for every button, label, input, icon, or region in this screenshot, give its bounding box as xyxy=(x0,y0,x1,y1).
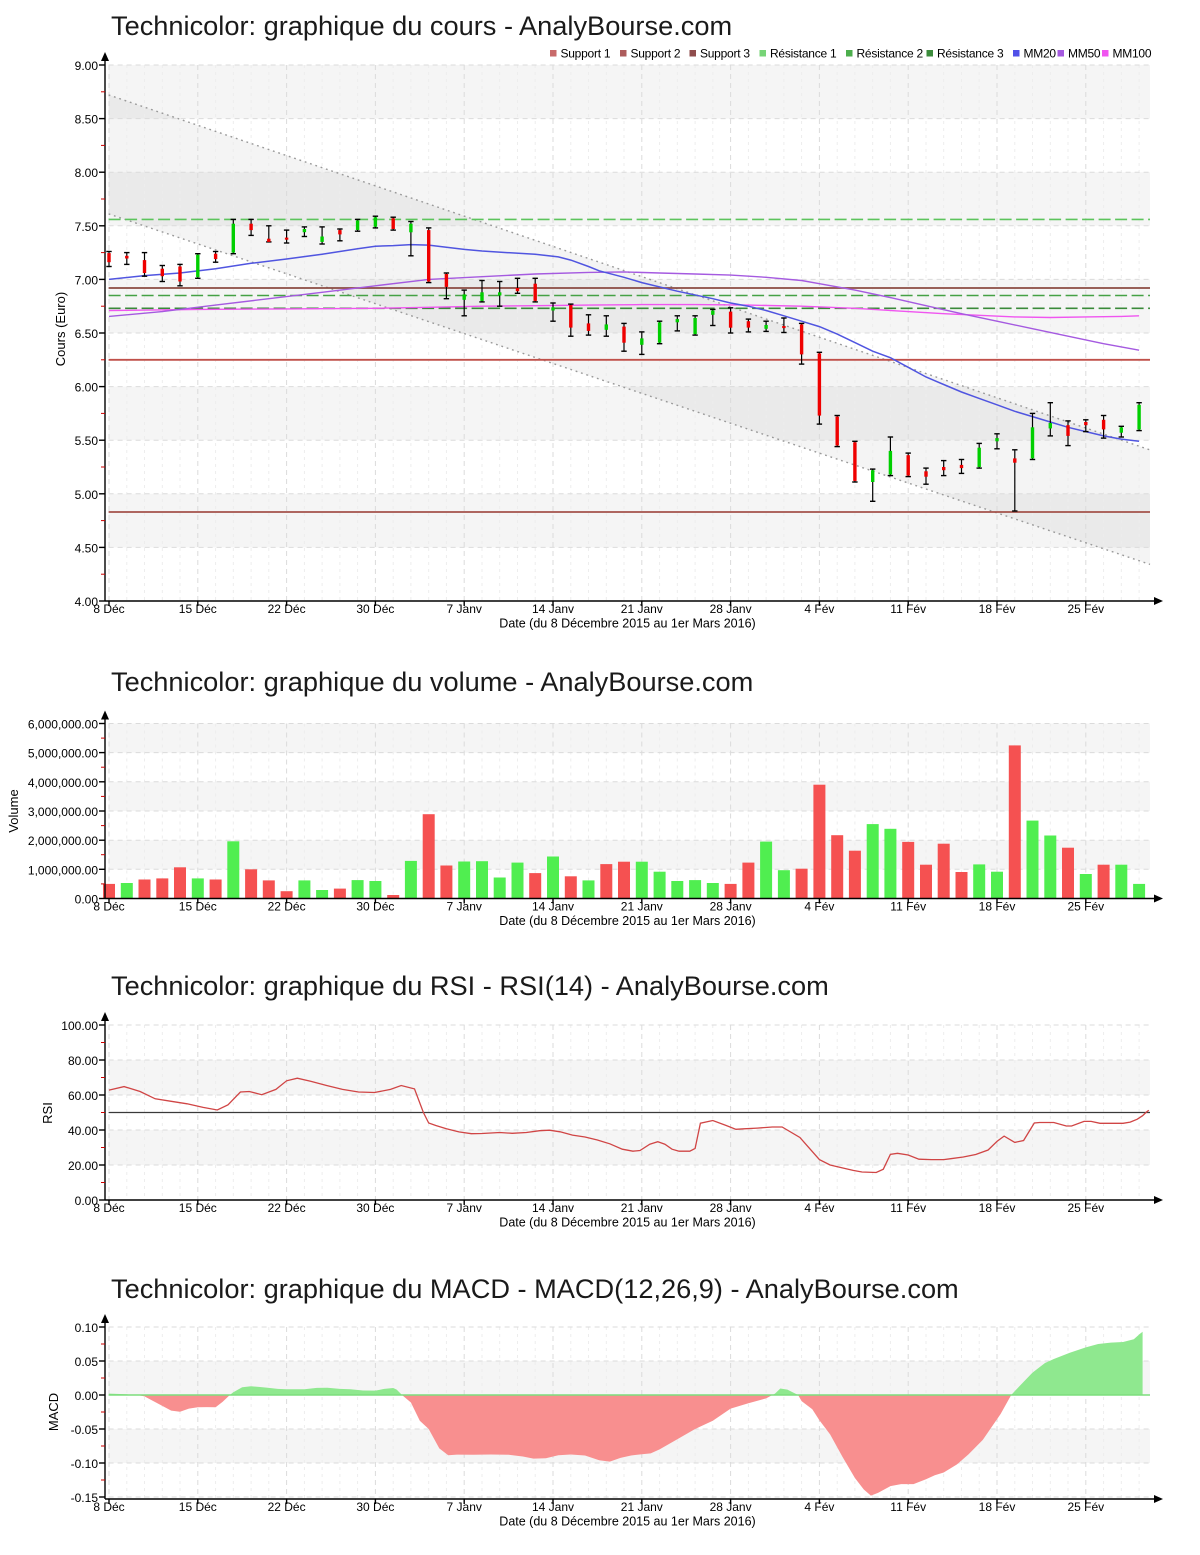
svg-text:4 Fév: 4 Fév xyxy=(804,1500,834,1514)
svg-text:8.00: 8.00 xyxy=(75,166,99,180)
svg-text:8 Déc: 8 Déc xyxy=(93,900,124,914)
svg-text:9.00: 9.00 xyxy=(75,59,99,73)
svg-text:0.00: 0.00 xyxy=(75,1194,99,1208)
svg-text:Technicolor: graphique du cour: Technicolor: graphique du cours - AnalyB… xyxy=(111,10,732,41)
svg-text:Cours (Euro): Cours (Euro) xyxy=(53,292,68,366)
svg-text:15 Déc: 15 Déc xyxy=(179,602,217,616)
svg-text:1,000,000.00: 1,000,000.00 xyxy=(28,863,98,877)
svg-text:40.00: 40.00 xyxy=(68,1124,98,1138)
svg-text:3,000,000.00: 3,000,000.00 xyxy=(28,805,98,819)
svg-text:8.50: 8.50 xyxy=(75,113,99,127)
svg-text:5.50: 5.50 xyxy=(75,434,99,448)
svg-text:Technicolor: graphique du MACD: Technicolor: graphique du MACD - MACD(12… xyxy=(111,1273,959,1304)
svg-text:0.00: 0.00 xyxy=(75,893,99,907)
svg-text:80.00: 80.00 xyxy=(68,1054,98,1068)
svg-text:6.00: 6.00 xyxy=(75,381,99,395)
svg-text:25 Fév: 25 Fév xyxy=(1067,900,1104,914)
svg-text:22 Déc: 22 Déc xyxy=(268,1500,306,1514)
svg-text:21 Janv: 21 Janv xyxy=(621,900,663,914)
svg-text:MM20: MM20 xyxy=(1024,47,1057,61)
svg-text:Résistance 3: Résistance 3 xyxy=(937,47,1004,61)
svg-text:Technicolor: graphique du volu: Technicolor: graphique du volume - Analy… xyxy=(111,666,753,697)
svg-text:21 Janv: 21 Janv xyxy=(621,1201,663,1215)
svg-text:21 Janv: 21 Janv xyxy=(621,602,663,616)
svg-text:22 Déc: 22 Déc xyxy=(268,1201,306,1215)
svg-text:100.00: 100.00 xyxy=(61,1019,98,1033)
svg-text:4 Fév: 4 Fév xyxy=(804,900,834,914)
svg-text:0.05: 0.05 xyxy=(75,1355,99,1369)
svg-text:4.00: 4.00 xyxy=(75,595,99,609)
svg-text:Date (du 8 Décembre 2015 au 1e: Date (du 8 Décembre 2015 au 1er Mars 201… xyxy=(499,1216,755,1230)
svg-text:15 Déc: 15 Déc xyxy=(179,1500,217,1514)
svg-text:Support 1: Support 1 xyxy=(561,47,611,61)
svg-text:Support 3: Support 3 xyxy=(700,47,750,61)
svg-text:22 Déc: 22 Déc xyxy=(268,900,306,914)
svg-text:7 Janv: 7 Janv xyxy=(447,900,482,914)
svg-text:11 Fév: 11 Fév xyxy=(890,1201,926,1215)
svg-text:18 Fév: 18 Fév xyxy=(979,602,1016,616)
svg-text:7.50: 7.50 xyxy=(75,220,99,234)
svg-text:6.50: 6.50 xyxy=(75,327,99,341)
svg-text:7 Janv: 7 Janv xyxy=(447,1500,482,1514)
svg-text:MACD: MACD xyxy=(46,1393,61,1431)
svg-text:-0.05: -0.05 xyxy=(71,1423,99,1437)
svg-text:11 Fév: 11 Fév xyxy=(890,1500,926,1514)
svg-text:Date (du 8 Décembre 2015 au 1e: Date (du 8 Décembre 2015 au 1er Mars 201… xyxy=(499,914,755,928)
svg-text:7.00: 7.00 xyxy=(75,273,99,287)
svg-text:28 Janv: 28 Janv xyxy=(710,900,752,914)
svg-text:15 Déc: 15 Déc xyxy=(179,900,217,914)
svg-text:14 Janv: 14 Janv xyxy=(532,1500,574,1514)
svg-text:Support 2: Support 2 xyxy=(631,47,681,61)
svg-text:7 Janv: 7 Janv xyxy=(447,1201,482,1215)
svg-text:0.10: 0.10 xyxy=(75,1321,99,1335)
svg-text:30 Déc: 30 Déc xyxy=(356,1500,394,1514)
svg-text:Résistance 2: Résistance 2 xyxy=(857,47,924,61)
svg-text:Volume: Volume xyxy=(6,789,21,832)
svg-text:18 Fév: 18 Fév xyxy=(979,1500,1016,1514)
svg-text:25 Fév: 25 Fév xyxy=(1067,1500,1104,1514)
svg-text:0.00: 0.00 xyxy=(75,1389,99,1403)
svg-text:4,000,000.00: 4,000,000.00 xyxy=(28,776,98,790)
svg-text:25 Fév: 25 Fév xyxy=(1067,1201,1104,1215)
svg-text:30 Déc: 30 Déc xyxy=(356,1201,394,1215)
svg-text:6,000,000.00: 6,000,000.00 xyxy=(28,718,98,732)
svg-text:-0.10: -0.10 xyxy=(71,1457,99,1471)
svg-text:MM100: MM100 xyxy=(1113,47,1152,61)
svg-text:14 Janv: 14 Janv xyxy=(532,1201,574,1215)
svg-text:4 Fév: 4 Fév xyxy=(804,602,834,616)
svg-text:Technicolor: graphique du RSI: Technicolor: graphique du RSI - RSI(14) … xyxy=(111,970,829,1001)
svg-text:8 Déc: 8 Déc xyxy=(93,602,124,616)
svg-text:60.00: 60.00 xyxy=(68,1089,98,1103)
svg-text:-0.15: -0.15 xyxy=(71,1491,99,1505)
svg-text:21 Janv: 21 Janv xyxy=(621,1500,663,1514)
svg-text:11 Fév: 11 Fév xyxy=(890,602,926,616)
svg-text:8 Déc: 8 Déc xyxy=(93,1201,124,1215)
svg-text:20.00: 20.00 xyxy=(68,1159,98,1173)
svg-text:8 Déc: 8 Déc xyxy=(93,1500,124,1514)
svg-text:28 Janv: 28 Janv xyxy=(710,602,752,616)
svg-text:4.50: 4.50 xyxy=(75,541,99,555)
svg-text:2,000,000.00: 2,000,000.00 xyxy=(28,834,98,848)
svg-text:18 Fév: 18 Fév xyxy=(979,1201,1016,1215)
svg-text:4 Fév: 4 Fév xyxy=(804,1201,834,1215)
svg-text:7 Janv: 7 Janv xyxy=(447,602,482,616)
svg-text:5.00: 5.00 xyxy=(75,488,99,502)
svg-text:22 Déc: 22 Déc xyxy=(268,602,306,616)
svg-text:18 Fév: 18 Fév xyxy=(979,900,1016,914)
svg-text:15 Déc: 15 Déc xyxy=(179,1201,217,1215)
svg-text:Résistance 1: Résistance 1 xyxy=(770,47,837,61)
svg-text:30 Déc: 30 Déc xyxy=(356,602,394,616)
svg-text:RSI: RSI xyxy=(40,1102,55,1124)
svg-text:25 Fév: 25 Fév xyxy=(1067,602,1104,616)
svg-text:MM50: MM50 xyxy=(1068,47,1101,61)
svg-text:11 Fév: 11 Fév xyxy=(890,900,926,914)
svg-text:30 Déc: 30 Déc xyxy=(356,900,394,914)
svg-text:14 Janv: 14 Janv xyxy=(532,900,574,914)
svg-text:Date (du 8 Décembre 2015 au 1e: Date (du 8 Décembre 2015 au 1er Mars 201… xyxy=(499,617,755,631)
svg-text:Date (du 8 Décembre 2015 au 1e: Date (du 8 Décembre 2015 au 1er Mars 201… xyxy=(499,1515,755,1529)
svg-text:5,000,000.00: 5,000,000.00 xyxy=(28,747,98,761)
svg-text:28 Janv: 28 Janv xyxy=(710,1500,752,1514)
svg-text:28 Janv: 28 Janv xyxy=(710,1201,752,1215)
svg-text:14 Janv: 14 Janv xyxy=(532,602,574,616)
